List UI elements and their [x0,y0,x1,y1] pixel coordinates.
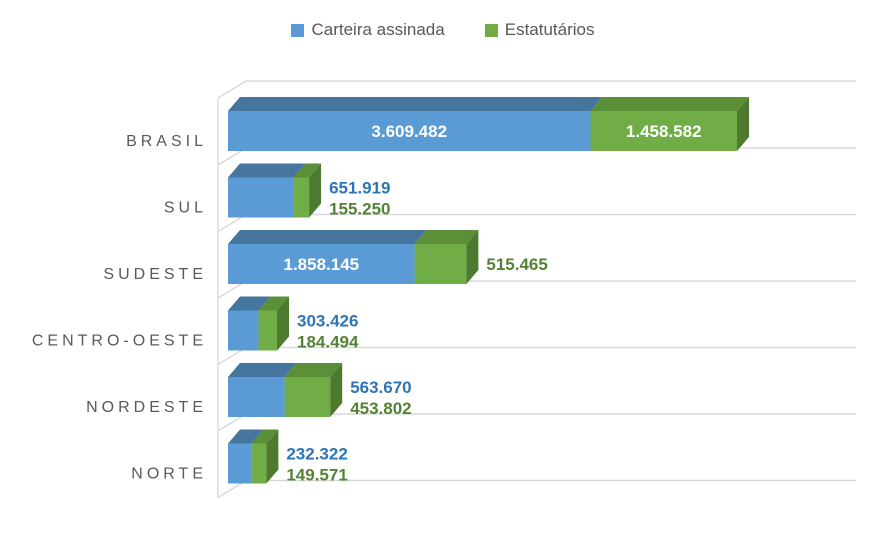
value-label-sudeste-estatutarios: 515.465 [486,255,547,274]
value-label-nordeste-estatutarios: 453.802 [350,399,411,418]
legend-item-carteira-assinada: Carteira assinada [291,20,445,40]
bar-segment-top-nordeste-estatutarios [284,363,343,377]
bar-segment-brasil-carteira [228,111,591,151]
bar-segment-top-centro-oeste-estatutarios [258,296,290,311]
bar-segment-side-nordeste-estatutarios [330,363,343,417]
bar-segment-nordeste-estatutarios [284,377,331,417]
category-label-centro-oeste: CENTRO-OESTE [32,333,207,350]
bar-segment-side-sudeste-estatutarios [466,230,479,284]
bar-segment-centro-oeste-carteira [228,310,259,351]
bar-segment-side-brasil-estatutarios [737,97,749,151]
value-label-centro-oeste-carteira: 303.426 [297,312,358,331]
value-label-brasil-estatutarios: 1.458.582 [626,122,702,141]
bar-segment-nordeste-carteira [228,377,285,417]
category-label-nordeste: NORDESTE [86,399,207,416]
legend-item-estatutarios: Estatutários [484,20,595,40]
legend-swatch-carteira-icon [291,23,305,37]
category-label-sul: SUL [164,200,207,217]
bar-segment-brasil-estatutarios [590,111,737,151]
category-label-norte: NORTE [131,466,207,483]
bar-segment-norte-carteira [228,443,252,484]
bar-segment-top-brasil-carteira [228,97,603,111]
bar-segment-centro-oeste-estatutarios [258,310,278,351]
bar-segment-top-centro-oeste-carteira [228,296,271,311]
value-label-sudeste-carteira: 1.858.145 [283,255,359,274]
bar-segment-side-sul-estatutarios [309,163,322,218]
bar-segment-norte-estatutarios [251,443,267,484]
value-label-nordeste-carteira: 563.670 [350,378,411,397]
bar-segment-top-brasil-estatutarios [590,97,749,111]
value-label-norte-estatutarios: 149.571 [286,466,347,485]
value-label-sul-estatutarios: 155.250 [329,200,390,219]
legend-label-carteira: Carteira assinada [311,20,445,39]
legend-swatch-estatutarios-icon [484,23,498,37]
value-label-centro-oeste-estatutarios: 184.494 [297,333,359,352]
category-label-sudeste: SUDESTE [103,266,207,283]
value-label-brasil-carteira: 3.609.482 [371,122,447,141]
bar-segment-top-norte-carteira [228,429,264,444]
value-label-norte-carteira: 232.322 [286,445,347,464]
bar-segment-top-sul-estatutarios [293,163,322,178]
bar-segment-top-sudeste-carteira [228,230,427,244]
bar-segment-top-nordeste-carteira [228,363,297,377]
bar-segment-sul-carteira [228,177,294,218]
wall-top-depth-line [217,80,247,99]
category-label-brasil: BRASIL [126,133,207,150]
bar-segment-side-centro-oeste-estatutarios [277,296,290,351]
bar-segment-top-sul-carteira [228,163,306,178]
legend-label-estatutarios: Estatutários [504,20,595,39]
bar-segment-side-norte-estatutarios [266,429,279,484]
bar-segment-top-sudeste-estatutarios [414,230,479,244]
bar-segment-sudeste-estatutarios [414,244,467,284]
value-label-sul-carteira: 651.919 [329,179,390,198]
bar-segment-sul-estatutarios [293,177,310,218]
bar-segment-top-norte-estatutarios [251,429,279,444]
legend: Carteira assinada Estatutários [0,20,886,40]
bar-segment-sudeste-carteira [228,244,415,284]
